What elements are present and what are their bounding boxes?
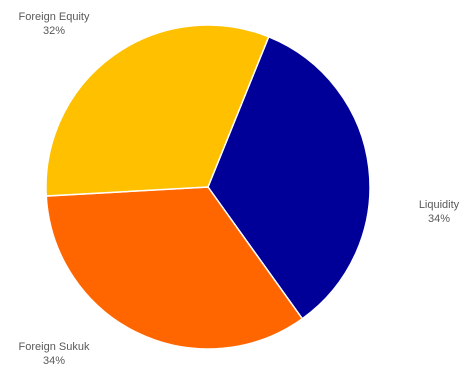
pie-slice-foreign-equity: [45, 24, 270, 197]
slice-value-foreign-equity: 32%: [42, 25, 66, 37]
slice-name-foreign-sukuk: Foreign Sukuk: [18, 341, 90, 353]
pie-slice-liquidity: [207, 35, 371, 320]
slice-label-liquidity: Liquidity 34%: [398, 198, 468, 226]
slice-name-foreign-equity: Foreign Equity: [18, 11, 90, 23]
slice-value-foreign-sukuk: 34%: [42, 355, 66, 367]
slice-name-liquidity: Liquidity: [418, 199, 460, 211]
slice-value-liquidity: 34%: [427, 213, 451, 225]
slice-label-foreign-equity: Foreign Equity 32%: [2, 10, 106, 38]
pie-slice-foreign-sukuk: [45, 186, 304, 350]
slice-label-foreign-sukuk: Foreign Sukuk 34%: [2, 340, 106, 368]
